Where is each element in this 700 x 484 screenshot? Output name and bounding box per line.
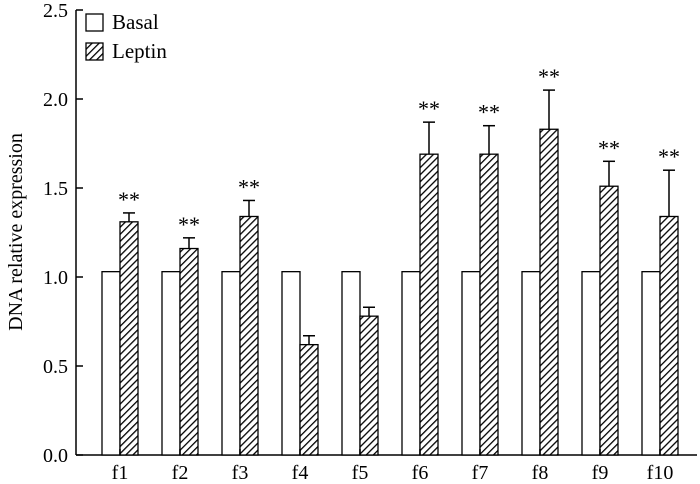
significance-mark-f10: ** (658, 144, 680, 169)
x-tick-label-f7: f7 (472, 462, 489, 484)
y-tick-label: 0.5 (43, 356, 68, 378)
bar-leptin-f8 (539, 128, 559, 456)
y-tick-label: 2.0 (43, 89, 68, 111)
significance-annotations: ** ** ** ** ** ** ** ** (118, 64, 680, 237)
bar-leptin-f9 (599, 185, 619, 456)
significance-mark-f6: ** (418, 96, 440, 121)
x-tick-labels: f1 f2 f3 f4 f5 f6 f7 f8 f9 f10 (112, 449, 674, 484)
significance-mark-f1: ** (118, 187, 140, 212)
legend-label-basal: Basal (112, 10, 159, 34)
bar-basal-f2 (161, 271, 181, 456)
x-tick-label-f6: f6 (412, 462, 429, 484)
x-tick-label-f2: f2 (172, 462, 189, 484)
y-tick-label: 1.0 (43, 267, 68, 289)
significance-mark-f9: ** (598, 135, 620, 160)
y-axis-label: DNA relative expression (5, 133, 27, 331)
bar-leptin-f7 (479, 153, 499, 456)
bar-basal-f5 (341, 271, 361, 456)
bar-leptin-f2 (179, 247, 199, 456)
x-tick-label-f10: f10 (647, 462, 674, 484)
y-tick-label: 2.5 (43, 0, 68, 22)
bars (101, 128, 679, 456)
bar-leptin-f5 (359, 315, 379, 456)
bar-basal-f8 (521, 271, 541, 456)
bar-leptin-f10 (659, 215, 679, 456)
x-tick-label-f9: f9 (592, 462, 609, 484)
y-ticks: 0.0 0.5 1.0 1.5 2.0 2.5 (43, 0, 83, 467)
legend: Basal Leptin (85, 10, 167, 63)
x-tick-label-f5: f5 (352, 462, 369, 484)
bar-basal-f7 (461, 271, 481, 456)
x-tick-label-f8: f8 (532, 462, 549, 484)
x-tick-label-f1: f1 (112, 462, 129, 484)
legend-label-leptin: Leptin (112, 39, 167, 63)
bar-basal-f1 (101, 271, 121, 456)
bar-basal-f3 (221, 271, 241, 456)
legend-swatch-leptin (85, 42, 104, 61)
error-bars (123, 89, 675, 345)
bar-leptin-f4 (299, 343, 319, 456)
significance-mark-f2: ** (178, 212, 200, 237)
legend-swatch-basal (85, 13, 104, 32)
bar-leptin-f3 (239, 215, 259, 456)
bar-basal-f10 (641, 271, 661, 456)
y-tick-label: 1.5 (43, 178, 68, 200)
significance-mark-f7: ** (478, 100, 500, 125)
significance-mark-f3: ** (238, 174, 260, 199)
significance-mark-f8: ** (538, 64, 560, 89)
bar-basal-f6 (401, 271, 421, 456)
bar-basal-f9 (581, 271, 601, 456)
bar-leptin-f6 (419, 153, 439, 456)
y-tick-label: 0.0 (43, 445, 68, 467)
bar-leptin-f1 (119, 221, 139, 456)
bar-basal-f4 (281, 271, 301, 456)
x-tick-label-f4: f4 (292, 462, 309, 484)
x-tick-label-f3: f3 (232, 462, 249, 484)
